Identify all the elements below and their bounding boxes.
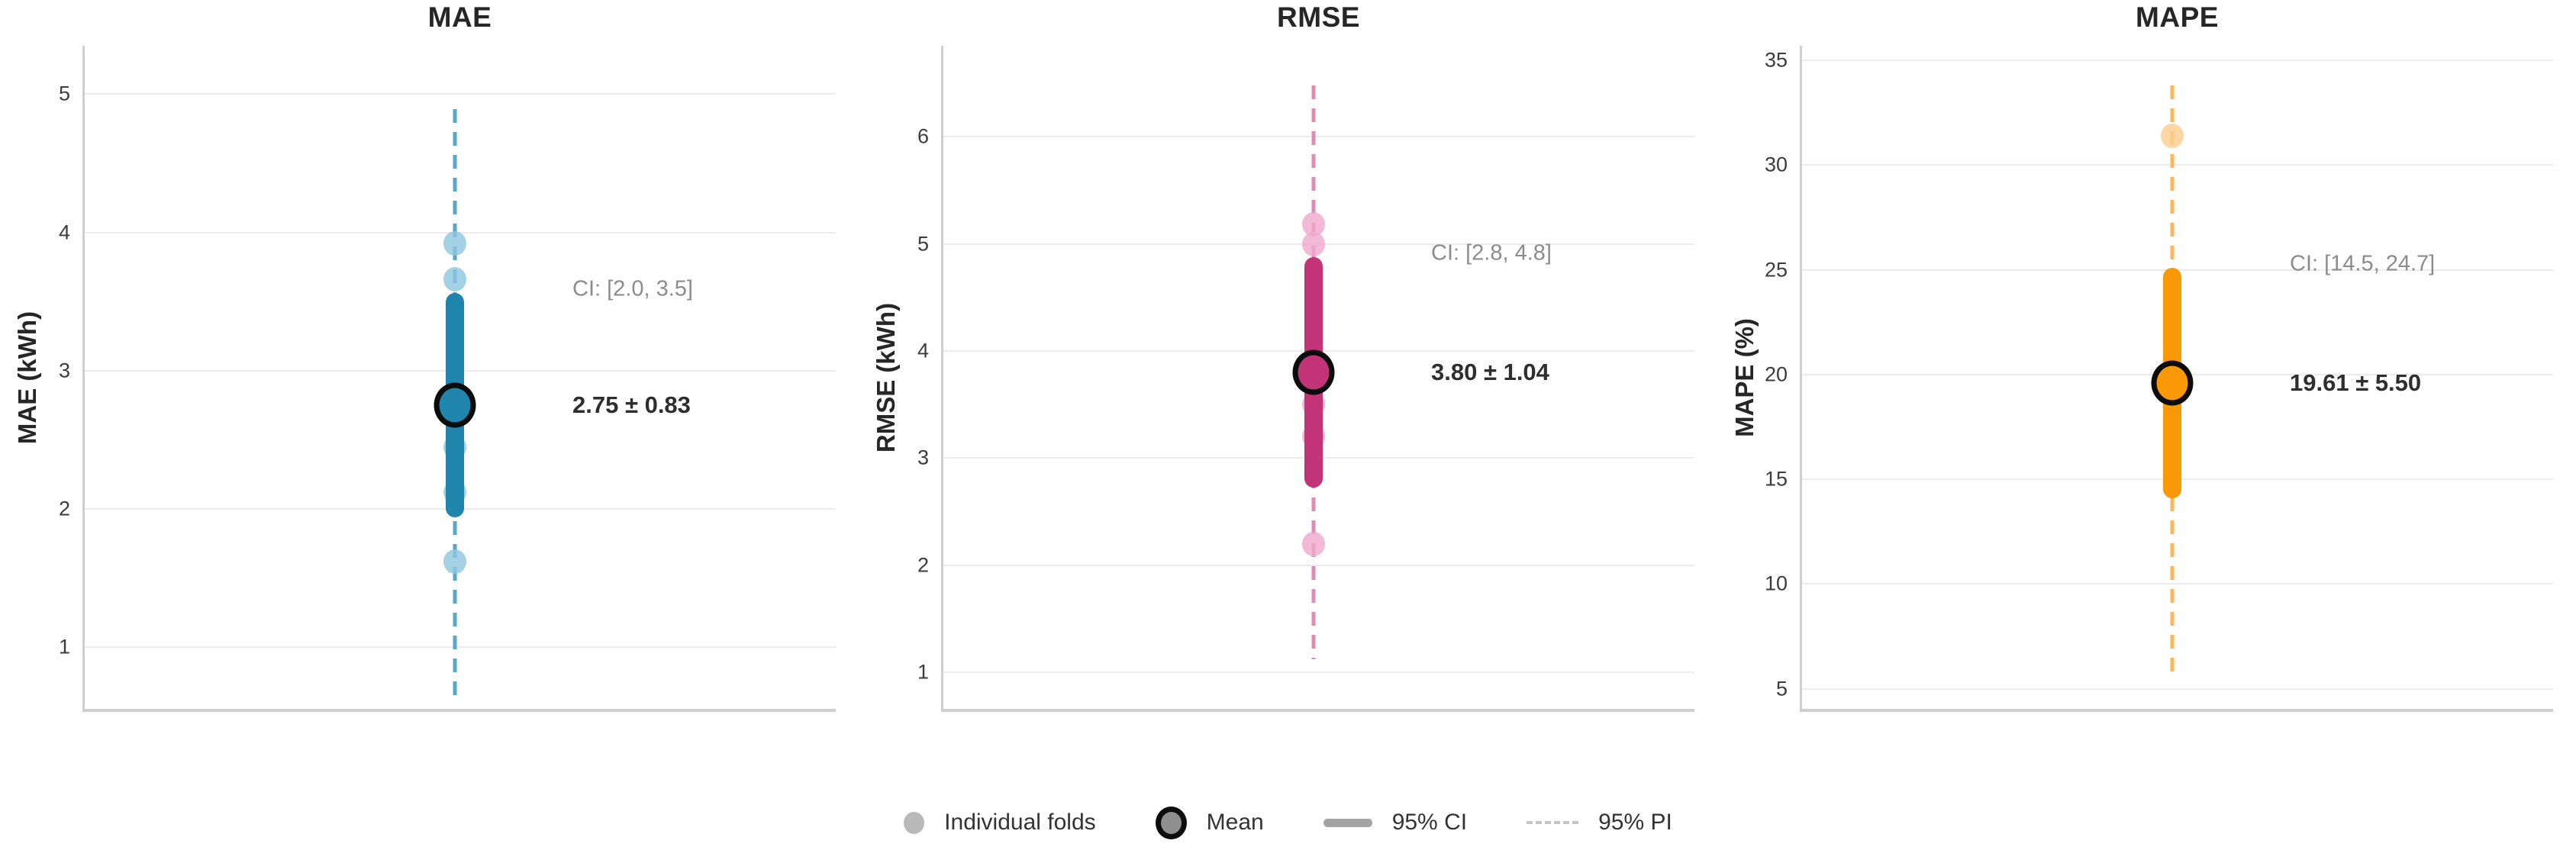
plot-area: 1 2 3 4 5 [59,46,836,712]
y-axis-label: RMSE (kWh) [872,302,900,453]
plot-area: 1 2 3 4 5 6 [917,46,1694,712]
legend-item-95-pi: 95% PI [1527,810,1672,836]
gridline [943,136,1694,138]
legend-item-individual-folds: Individual folds [904,810,1096,836]
y-tick-label: 30 [1764,153,1788,176]
fold-point [443,549,466,575]
y-axis-line [82,46,85,710]
y-tick-label: 1 [58,635,70,659]
panel-title: MAPE [2136,2,2219,33]
x-axis-line [1800,709,2553,712]
fold-point [443,231,466,256]
mean-annotation: 19.61 ± 5.50 [2290,369,2422,396]
ci-line-icon [1323,818,1372,827]
plot-area: 5 10 15 20 25 30 35 [1765,46,2553,712]
gridline [1801,688,2553,690]
y-tick-label: 5 [917,232,929,256]
y-tick-label: 3 [58,359,70,382]
y-tick-label: 5 [58,82,70,105]
y-tick-label: 20 [1764,362,1788,386]
mean-marker [2151,360,2194,406]
x-axis-line [941,709,1694,712]
y-tick-label: 6 [917,124,929,148]
panel-title: RMSE [1277,2,1360,33]
y-tick-label: 3 [917,446,929,469]
fold-dot-icon [904,811,925,834]
gridline [1801,164,2553,166]
mean-marker [434,382,476,428]
y-axis-line [1800,46,1802,710]
y-tick-label: 5 [1775,677,1788,700]
gridline [943,671,1694,673]
y-tick-label: 4 [58,221,70,244]
y-tick-label: 1 [917,660,929,684]
x-axis-line [82,709,836,712]
legend: Individual folds Mean 95% CI 95% PI [0,798,2576,847]
legend-item-95-ci: 95% CI [1323,810,1467,836]
gridline [1801,583,2553,585]
panel-title: MAE [427,2,492,33]
legend-item-mean: Mean [1155,806,1264,839]
y-tick-label: 25 [1764,258,1788,282]
legend-label: 95% PI [1598,810,1672,835]
mean-marker [1292,349,1335,395]
fold-point [1302,531,1325,556]
gridline [84,646,836,649]
y-tick-label: 10 [1764,572,1788,595]
panel-mape: MAPE MAPE (%) 5 10 15 20 25 30 35 CI: [14.5, 2… [1717,0,2576,863]
legend-label: 95% CI [1391,810,1468,835]
mean-marker-icon [1155,806,1187,839]
legend-label: Mean [1206,810,1264,835]
fold-point [443,267,466,292]
y-tick-label: 35 [1764,48,1788,72]
ci-annotation: CI: [2.0, 3.5] [572,276,693,301]
y-tick-label: 15 [1764,467,1788,491]
y-tick-label: 2 [917,553,929,577]
gridline [1801,60,2553,62]
y-axis-line [941,46,943,710]
ci-annotation: CI: [2.8, 4.8] [1431,240,1552,266]
y-tick-label: 2 [58,497,70,520]
ci-annotation: CI: [14.5, 24.7] [2290,251,2436,276]
mean-annotation: 2.75 ± 0.83 [572,391,691,419]
pi-dashed-line-icon [1527,821,1579,824]
fold-point [1302,231,1325,256]
legend-label: Individual folds [944,810,1096,835]
gridline [84,93,836,95]
y-tick-label: 4 [917,339,929,362]
mean-annotation: 3.80 ± 1.04 [1431,358,1549,385]
fold-point [2161,124,2184,148]
gridline [943,564,1694,566]
panel-rmse: RMSE RMSE (kWh) 1 2 3 4 5 6 CI: [2.8, 4.8] 3.… [859,0,1717,863]
